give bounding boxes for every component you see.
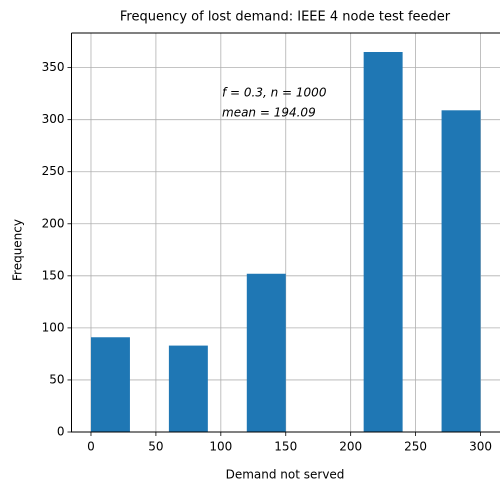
annotation: mean = 194.09 (222, 106, 316, 120)
x-tick-label: 300 (469, 440, 492, 454)
y-tick-label: 250 (42, 164, 65, 178)
x-tick-label: 200 (339, 440, 362, 454)
y-tick-label: 100 (42, 320, 65, 334)
x-tick-label: 250 (404, 440, 427, 454)
chart-title: Frequency of lost demand: IEEE 4 node te… (120, 10, 451, 25)
x-axis-label: Demand not served (226, 468, 345, 482)
bar (363, 52, 403, 432)
x-tick-label: 0 (87, 440, 95, 454)
plot-area (71, 33, 500, 433)
x-tick-label: 100 (209, 440, 232, 454)
bar (441, 110, 481, 433)
y-tick-label: 50 (49, 372, 64, 386)
y-tick-label: 350 (42, 60, 65, 74)
y-axis-label: Frequency (11, 219, 25, 281)
bar (168, 345, 208, 432)
y-tick-label: 300 (42, 112, 65, 126)
axis-frame (71, 32, 500, 433)
bar (246, 273, 286, 432)
x-tick-label: 50 (148, 440, 163, 454)
annotation: f = 0.3, n = 1000 (222, 86, 327, 100)
y-tick-label: 0 (57, 425, 65, 439)
bar (90, 337, 130, 432)
x-tick-label: 150 (274, 440, 297, 454)
y-tick-label: 150 (42, 268, 65, 282)
y-tick-label: 200 (42, 216, 65, 230)
